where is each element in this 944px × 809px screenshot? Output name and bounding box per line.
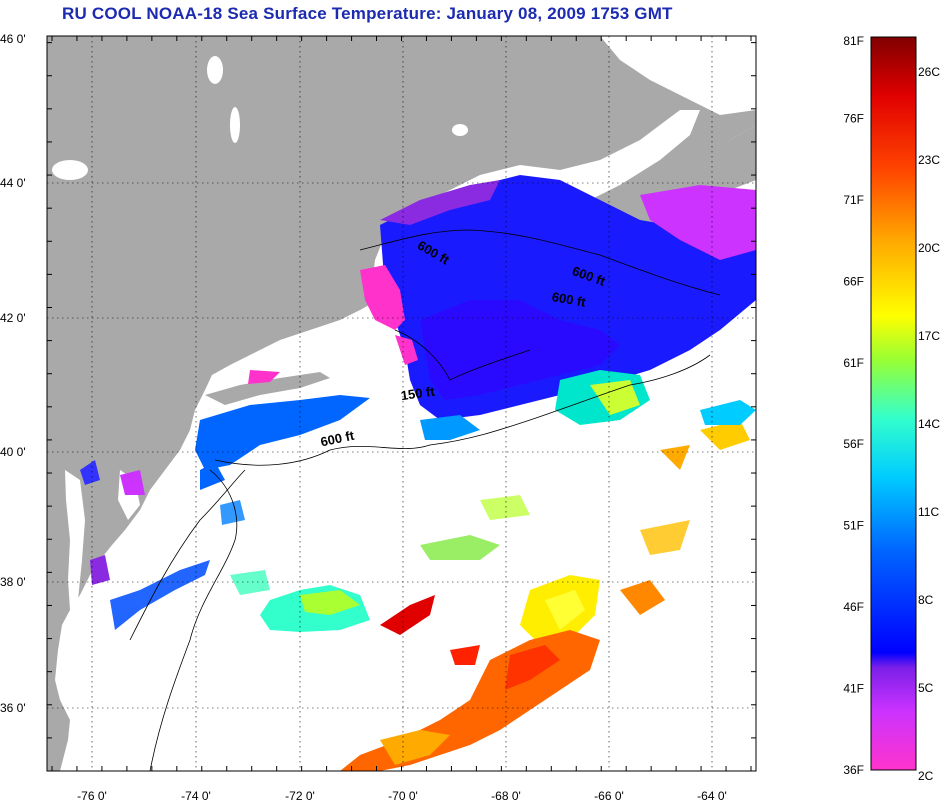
colorbar-c-label: 20C — [918, 241, 940, 255]
water-bay-of-fundy — [560, 110, 700, 200]
colorbar-c-label: 26C — [918, 65, 940, 79]
lon-label-68: -68 0' — [491, 789, 521, 803]
lon-label-76: -76 0' — [77, 789, 107, 803]
lon-label-74: -74 0' — [181, 789, 211, 803]
longitude-labels: -76 0' -74 0' -72 0' -70 0' -68 0' -66 0… — [77, 789, 727, 803]
lake-1 — [207, 56, 223, 84]
land-long-island — [205, 372, 330, 405]
lake-3 — [52, 160, 88, 180]
sst-cold-patches — [80, 175, 756, 630]
map-ticks — [47, 36, 756, 771]
colorbar-f-label: 56F — [843, 437, 864, 451]
colorbar-c-label: 11C — [918, 505, 939, 519]
lon-label-72: -72 0' — [285, 789, 315, 803]
colorbar-f-label: 71F — [843, 193, 864, 207]
colorbar-f-label: 61F — [843, 356, 864, 370]
contour-label: 600 ft — [319, 428, 356, 450]
colorbar: 81F 76F 71F 66F 61F 56F 51F 46F 41F 36F 26C 23C 20C… — [843, 34, 940, 783]
land-northeast-us — [47, 36, 756, 771]
lon-label-70: -70 0' — [388, 789, 418, 803]
lat-label-40: 40 0' — [0, 445, 26, 459]
lon-label-64: -64 0' — [697, 789, 727, 803]
colorbar-f-label: 66F — [843, 274, 864, 288]
lake-4 — [452, 124, 468, 136]
bathymetry-contours — [129, 229, 721, 771]
contour-label: 150 ft — [400, 383, 436, 403]
colorbar-c-label: 5C — [918, 681, 934, 695]
water-chesapeake-bay — [65, 470, 85, 610]
colorbar-c-label: 14C — [918, 417, 940, 431]
colorbar-f-label: 76F — [843, 111, 864, 125]
contour-label: 600 ft — [551, 289, 588, 310]
lat-label-38: 38 0' — [0, 575, 26, 589]
lake-2 — [230, 107, 240, 143]
map-graticule — [47, 36, 756, 771]
colorbar-gradient — [870, 36, 917, 771]
lat-label-36: 36 0' — [0, 701, 26, 715]
water-gulf-st-lawrence — [600, 36, 756, 115]
latitude-labels: 46 0' 44 0' 42 0' 40 0' 38 0' 36 0' — [0, 32, 26, 715]
colorbar-c-label: 23C — [918, 153, 940, 167]
colorbar-c-label: 8C — [918, 593, 934, 607]
map-title: RU COOL NOAA-18 Sea Surface Temperature:… — [62, 4, 673, 23]
sst-warm-patches — [230, 370, 756, 771]
colorbar-fahrenheit-labels: 81F 76F 71F 66F 61F 56F 51F 46F 41F 36F — [843, 34, 864, 777]
colorbar-celsius-labels: 26C 23C 20C 17C 14C 11C 8C 5C 2C — [918, 65, 940, 783]
colorbar-f-label: 36F — [843, 763, 864, 777]
lat-label-44: 44 0' — [0, 176, 26, 190]
lat-label-46: 46 0' — [0, 32, 26, 46]
colorbar-f-label: 51F — [843, 519, 864, 533]
colorbar-f-label: 81F — [843, 34, 864, 48]
colorbar-c-label: 2C — [918, 769, 934, 783]
colorbar-f-label: 46F — [843, 600, 864, 614]
colorbar-f-label: 41F — [843, 682, 864, 696]
colorbar-c-label: 17C — [918, 329, 940, 343]
lat-label-42: 42 0' — [0, 311, 26, 325]
lon-label-66: -66 0' — [594, 789, 624, 803]
